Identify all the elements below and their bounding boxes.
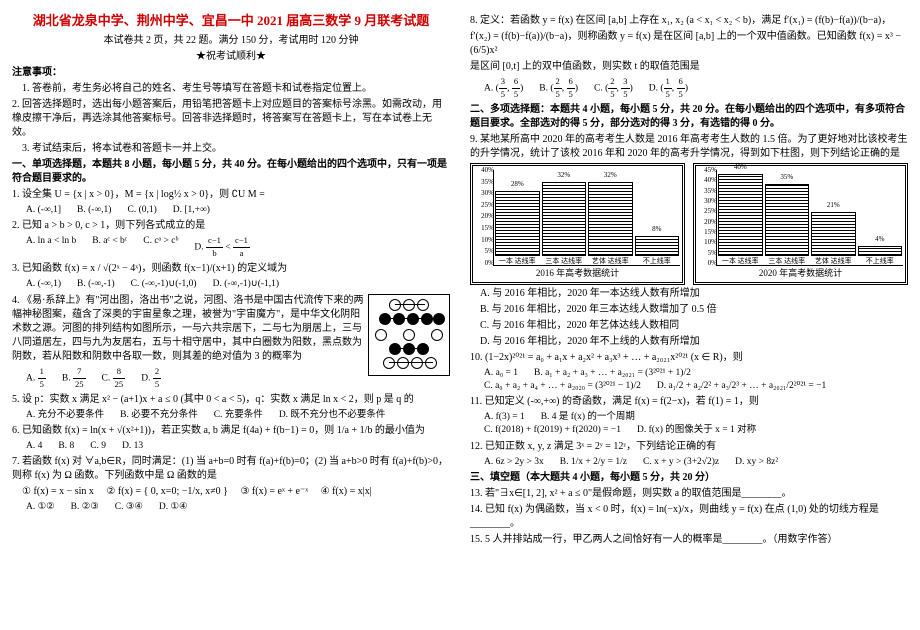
chart-2016: 0%5%10%15%20%25%30%35%40%28%一本 达线率32%三本 … <box>470 163 685 285</box>
q1: 1. 设全集 U = {x | x > 0}，M = {x | log½ x >… <box>12 188 450 202</box>
q2: 2. 已知 a > b > 0, c > 1，则下列各式成立的是 <box>12 219 450 233</box>
q11-A: A. f(3) = 1 <box>484 411 525 424</box>
q7: 7. 若函数 f(x) 对 ∀a,b∈R，同时满足：(1) 当 a+b=0 时有… <box>12 455 450 483</box>
q13: 13. 若"∃x∈[1, 2], x² + a ≤ 0"是假命题，则实数 a 的… <box>470 487 908 501</box>
q6-B: B. 8 <box>58 440 74 453</box>
q11-B: B. 4 是 f(x) 的一个周期 <box>541 411 635 424</box>
q12-D: D. xy > 8z² <box>735 456 778 469</box>
q15: 15. 5 人并排站成一行，甲乙两人之间恰好有一人的概率是________。（用… <box>470 533 908 547</box>
q7-def-1: ① f(x) = x − sin x <box>22 486 94 497</box>
q12-C: C. x + y > (3+2√2)z <box>643 456 719 469</box>
q7-B: B. ②③ <box>71 501 99 514</box>
q9-B: B. 与 2016 年相比，2020 年三本达线人数增加了 0.5 倍 <box>480 303 908 317</box>
chart-2016-title: 2016 年高考数据统计 <box>475 267 680 280</box>
q7-C: C. ③④ <box>115 501 143 514</box>
q3-opts: A. (-∞,1) B. (-∞,-1) C. (-∞,-1)∪(-1,0) D… <box>26 278 450 291</box>
q7-def-2: ② f(x) = { 0, x=0; −1/x, x≠0 } <box>106 486 228 497</box>
notes-head: 注意事项： <box>12 66 450 80</box>
q7-opts: A. ①② B. ②③ C. ③④ D. ①④ <box>26 501 450 514</box>
q5-D: D. 既不充分也不必要条件 <box>279 409 386 422</box>
q7-def-4: ④ f(x) = x|x| <box>321 486 372 497</box>
exam-title: 湖北省龙泉中学、荆州中学、宜昌一中 2021 届高三数学 9 月联考试题 <box>12 12 450 30</box>
q10-C: C. a₀ + a₂ + a₄ + … + a₂₀₂₀ = (3²⁰²¹ − 1… <box>484 380 641 393</box>
q9-A: A. 与 2016 年相比，2020 年一本达线人数有所增加 <box>480 287 908 301</box>
q11-C: C. f(2018) + f(2019) + f(2020) = −1 <box>484 424 621 437</box>
charts: 0%5%10%15%20%25%30%35%40%28%一本 达线率32%三本 … <box>470 163 908 285</box>
q10-D: D. a₁/2 + a₂/2² + a₃/2³ + … + a₂₀₂₁/2²⁰²… <box>657 380 826 393</box>
q6-C: C. 9 <box>90 440 106 453</box>
q2-opts: A. ln a < ln b B. aᶜ < bᶜ C. cᵃ > cᵇ D. … <box>26 235 450 260</box>
q1-B: B. (-∞,1) <box>77 204 111 217</box>
exam-wish: ★祝考试顺利★ <box>12 50 450 64</box>
q3: 3. 已知函数 f(x) = x / √(2ˣ − 4ˣ)，则函数 f(x−1)… <box>12 262 450 276</box>
q2-C: C. cᵃ > cᵇ <box>143 235 178 260</box>
q1-A: A. (-∞,1] <box>26 204 61 217</box>
q9-C: C. 与 2016 年相比，2020 年艺体达线人数相同 <box>480 319 908 333</box>
q11-D: D. f(x) 的图像关于 x = 1 对称 <box>637 424 756 437</box>
section-3-head: 三、填空题（本大题共 4 小题，每小题 5 分，共 20 分） <box>470 471 908 485</box>
q9-D: D. 与 2016 年相比，2020 年不上线的人数有所增加 <box>480 335 908 349</box>
q3-D: D. (-∞,-1)∪(-1,1) <box>213 278 279 291</box>
luoshu-diagram <box>368 294 450 376</box>
q12: 12. 已知正数 x, y, z 满足 3ˣ = 2ʸ = 12ᶻ，下列结论正确… <box>470 440 908 454</box>
q8: 8. 定义：若函数 y = f(x) 在区间 [a,b] 上存在 x₁, x₂ … <box>470 14 908 28</box>
q11-opts-2: C. f(2018) + f(2019) + f(2020) = −1 D. f… <box>484 424 908 437</box>
q1-D: D. [1,+∞) <box>173 204 210 217</box>
q8-opts: A. (35, 65) B. (25, 65) C. (25, 35) D. (… <box>484 76 908 101</box>
q3-B: B. (-∞,-1) <box>77 278 115 291</box>
section-2-head: 二、多项选择题：本题共 4 小题，每小题 5 分，共 20 分。在每小题给出的四… <box>470 103 908 131</box>
q10-A: A. a₀ = 1 <box>484 367 518 380</box>
q2-A: A. ln a < ln b <box>26 235 76 260</box>
q4-C: C. 825 <box>102 366 126 391</box>
q3-C: C. (-∞,-1)∪(-1,0) <box>131 278 197 291</box>
q6: 6. 已知函数 f(x) = ln(x + √(x²+1))，若正实数 a, b… <box>12 424 450 438</box>
q2-D: D. c−1b < c−1a <box>194 235 250 260</box>
exam-subtitle: 本试卷共 2 页，共 22 题。满分 150 分，考试用时 120 分钟 <box>12 34 450 48</box>
q8b: f′(x₂) = (f(b)−f(a))/(b−a)，则称函数 y = f(x)… <box>470 30 908 58</box>
q4-A: A. 15 <box>26 366 46 391</box>
q5-A: A. 充分不必要条件 <box>26 409 104 422</box>
q4-opts: A. 15 B. 725 C. 825 D. 25 <box>26 366 364 391</box>
q8-C: C. (25, 35) <box>594 76 633 101</box>
q9: 9. 某地某所高中 2020 年的高考考生人数是 2016 年高考考生人数的 1… <box>470 133 908 161</box>
q12-A: A. 6z > 2y > 3x <box>484 456 544 469</box>
q10: 10. (1−2x)²⁰²¹ = a₀ + a₁x + a₂x² + a₃x³ … <box>470 351 908 365</box>
q11: 11. 已知定义 (-∞,+∞) 的奇函数，满足 f(x) = f(2−x)，若… <box>470 395 908 409</box>
q11-opts-1: A. f(3) = 1 B. 4 是 f(x) 的一个周期 <box>484 411 908 424</box>
q5-opts: A. 充分不必要条件 B. 必要不充分条件 C. 充要条件 D. 既不充分也不必… <box>26 409 450 422</box>
q10-opts-2: C. a₀ + a₂ + a₄ + … + a₂₀₂₀ = (3²⁰²¹ − 1… <box>484 380 908 393</box>
q4-B: B. 725 <box>62 366 86 391</box>
q7-D: D. ①④ <box>159 501 188 514</box>
q8-A: A. (35, 65) <box>484 76 523 101</box>
section-1-head: 一、单项选择题，本题共 8 小题，每小题 5 分，共 40 分。在每小题给出的四… <box>12 158 450 186</box>
q7-def-3: ③ f(x) = eˣ + e⁻ˣ <box>240 486 308 497</box>
note-1: 1. 答卷前，考生务必将自己的姓名、考生号等填写在答题卡和试卷指定位置上。 <box>22 82 450 96</box>
note-3: 3. 考试结束后，将本试卷和答题卡一并上交。 <box>22 142 450 156</box>
q2-B: B. aᶜ < bᶜ <box>92 235 127 260</box>
q8-D: D. (15, 65) <box>649 76 688 101</box>
q10-B: B. a₁ + a₂ + a₃ + … + a₂₀₂₁ = (3²⁰²¹ + 1… <box>534 367 691 380</box>
q6-D: D. 13 <box>122 440 143 453</box>
note-2: 2. 回答选择题时，选出每小题答案后，用铅笔把答题卡上对应题目的答案标号涂黑。如… <box>12 98 450 140</box>
chart-2020: 0%5%10%15%20%25%30%35%40%45%40%一本 达线率35%… <box>693 163 908 285</box>
q5-B: B. 必要不充分条件 <box>120 409 198 422</box>
q4-D: D. 25 <box>141 366 161 391</box>
q7-defs: ① f(x) = x − sin x ② f(x) = { 0, x=0; −1… <box>22 485 450 499</box>
q12-opts: A. 6z > 2y > 3x B. 1/x + 2/y = 1/z C. x … <box>484 456 908 469</box>
q5: 5. 设 p：实数 x 满足 x² − (a+1)x + a ≤ 0 (其中 0… <box>12 393 450 407</box>
q7-A: A. ①② <box>26 501 55 514</box>
q8-B: B. (25, 65) <box>539 76 578 101</box>
q6-opts: A. 4 B. 8 C. 9 D. 13 <box>26 440 450 453</box>
q1-opts: A. (-∞,1] B. (-∞,1) C. (0,1) D. [1,+∞) <box>26 204 450 217</box>
q14: 14. 已知 f(x) 为偶函数，当 x < 0 时，f(x) = ln(−x)… <box>470 503 908 531</box>
q5-C: C. 充要条件 <box>214 409 263 422</box>
q1-C: C. (0,1) <box>127 204 156 217</box>
q12-B: B. 1/x + 2/y = 1/z <box>560 456 627 469</box>
q10-opts: A. a₀ = 1 B. a₁ + a₂ + a₃ + … + a₂₀₂₁ = … <box>484 367 908 380</box>
q3-A: A. (-∞,1) <box>26 278 61 291</box>
q6-A: A. 4 <box>26 440 42 453</box>
chart-2020-title: 2020 年高考数据统计 <box>698 267 903 280</box>
q8c: 是区间 [0,t] 上的双中值函数，则实数 t 的取值范围是 <box>470 60 908 74</box>
